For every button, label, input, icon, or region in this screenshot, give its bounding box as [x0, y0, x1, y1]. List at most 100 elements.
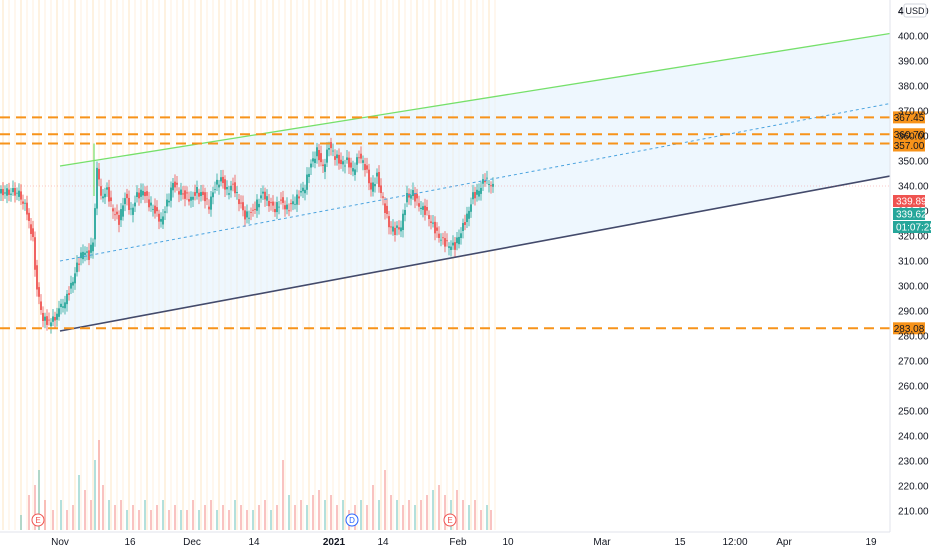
time-tick-label: 15 — [674, 537, 686, 548]
event-marker[interactable] — [31, 513, 45, 527]
volume-bar — [38, 470, 40, 530]
session-stripe — [464, 0, 466, 530]
volume-bar — [132, 505, 134, 530]
price-tick-label: 380.00 — [898, 82, 929, 93]
candle-body — [234, 182, 236, 194]
candle-body — [168, 200, 170, 203]
candle-body — [124, 198, 126, 205]
time-tick-label: 16 — [124, 537, 136, 548]
candle-body — [232, 183, 234, 185]
volume-bar — [426, 495, 428, 530]
candle-body — [222, 176, 224, 184]
event-marker[interactable] — [345, 513, 359, 527]
price-tick-label: 340.00 — [898, 182, 929, 193]
volume-bar — [144, 500, 146, 530]
candle-body — [484, 180, 486, 183]
price-axis[interactable]: 410.00400.00390.00380.00370.00360.00350.… — [889, 0, 929, 532]
price-tick-label: 390.00 — [898, 57, 929, 68]
candle-body — [376, 172, 378, 177]
currency-label: USD — [905, 6, 925, 16]
candle-body — [266, 196, 268, 201]
candle-body — [82, 251, 84, 260]
candle-body — [148, 199, 150, 208]
candle-body — [324, 164, 326, 172]
session-stripe — [50, 0, 52, 530]
volume-bar — [120, 500, 122, 530]
candle-body — [462, 223, 464, 231]
time-tick-label: 14 — [248, 537, 260, 548]
volume-bar — [360, 500, 362, 530]
time-tick-label: 12:00 — [722, 537, 747, 548]
channel-lower-line[interactable] — [59, 175, 891, 332]
volume-bar — [84, 490, 86, 530]
candle-body — [220, 177, 222, 182]
candle-body — [92, 242, 94, 252]
candle-body — [298, 196, 300, 199]
candle-body — [346, 157, 348, 161]
candle-body — [476, 189, 478, 195]
price-tick-label: 210.00 — [898, 507, 929, 518]
candle-body — [42, 312, 44, 322]
channel-mid-line[interactable] — [59, 103, 891, 262]
event-marker-label: E — [447, 516, 452, 525]
candle-body — [306, 174, 308, 190]
candle-body — [192, 196, 194, 200]
candle-body — [326, 149, 328, 163]
volume-bar — [94, 460, 96, 530]
candle-body — [432, 222, 434, 224]
time-tick-label: Dec — [183, 537, 201, 548]
volume-bar — [438, 485, 440, 530]
candle-body — [446, 240, 448, 242]
candle-body — [190, 196, 192, 201]
candle-body — [460, 233, 462, 238]
candle-body — [146, 191, 148, 196]
session-stripe — [2, 0, 4, 530]
volume-bar — [98, 440, 100, 530]
candle-body — [468, 210, 470, 219]
candle-body — [386, 205, 388, 215]
current-price-tag-text: 339.62 — [896, 210, 927, 221]
volume-bar — [462, 500, 464, 530]
candle-body — [28, 212, 30, 221]
candle-body — [490, 185, 492, 187]
candle-body — [450, 246, 452, 250]
candle-body — [54, 316, 56, 321]
candle-body — [208, 206, 210, 210]
candle-body — [302, 187, 304, 192]
candle-body — [158, 213, 160, 222]
candle-body — [416, 193, 418, 199]
candle-body — [20, 191, 22, 200]
volume-bar — [486, 505, 488, 530]
price-tick-label: 260.00 — [898, 382, 929, 393]
event-marker[interactable] — [443, 513, 457, 527]
candle-body — [96, 167, 98, 209]
candle-body — [108, 187, 110, 202]
candle-body — [300, 191, 302, 193]
candle-body — [24, 202, 26, 204]
last-price-tag — [893, 195, 925, 207]
candle-body — [318, 150, 320, 161]
candle-body — [134, 202, 136, 207]
time-axis[interactable]: Nov 16 Dec 14 2021 14 Feb 10 Mar 15 12:00 Apr 19 — [0, 531, 890, 548]
level-tag-text: 360.70 — [894, 130, 925, 141]
volume-bar — [480, 510, 482, 530]
candle-body — [344, 165, 346, 167]
session-stripe — [494, 0, 496, 530]
candle-body — [474, 192, 476, 199]
volume-bar — [156, 505, 158, 530]
candle-body — [350, 162, 352, 168]
volume-bar — [378, 500, 380, 530]
candle-body — [398, 227, 400, 230]
candle-body — [282, 197, 284, 203]
candle-body — [10, 193, 12, 195]
candle-body — [70, 282, 72, 289]
currency-badge[interactable] — [903, 3, 927, 18]
last-price-tag-text: 339.89 — [896, 197, 927, 208]
candle-body — [334, 156, 336, 160]
candle-body — [150, 202, 152, 206]
candle-body — [46, 316, 48, 325]
volume-bar — [288, 495, 290, 530]
